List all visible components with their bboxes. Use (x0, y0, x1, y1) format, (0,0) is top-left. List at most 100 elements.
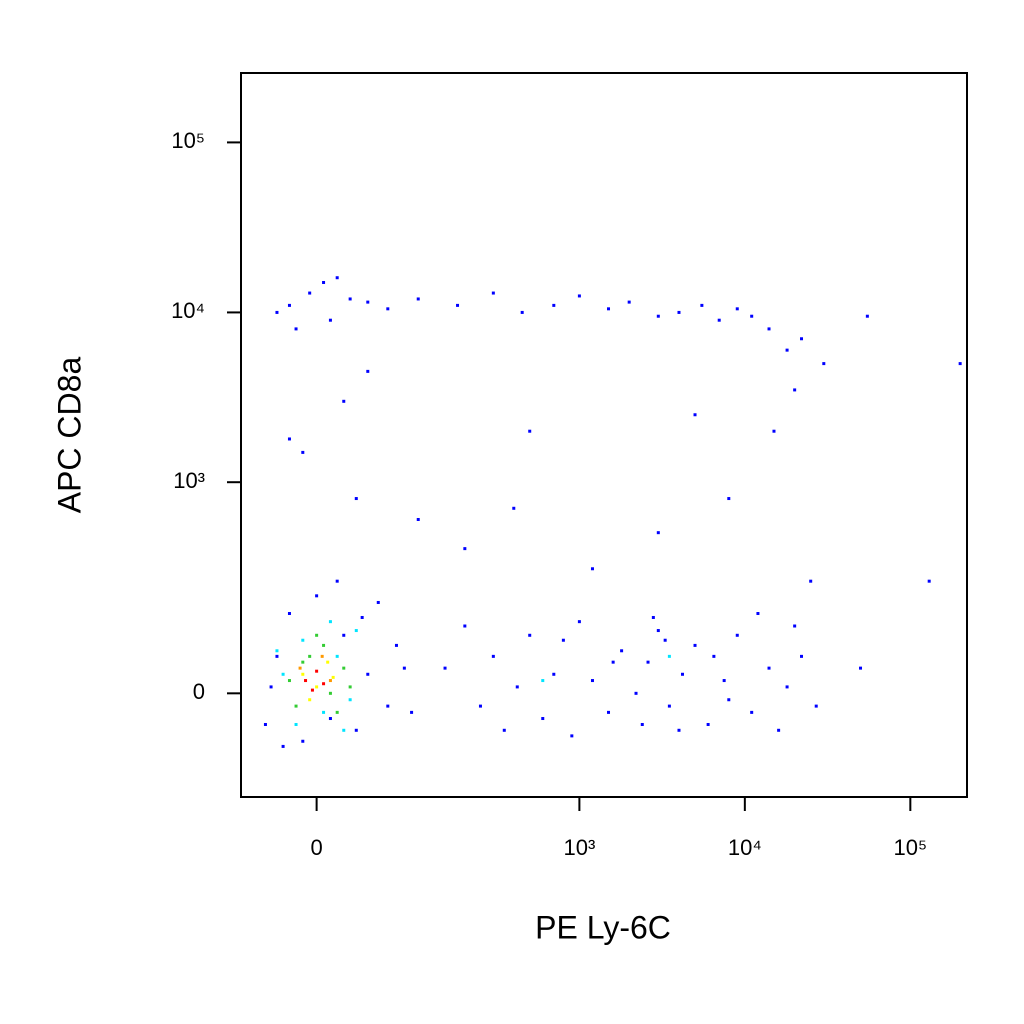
point (646, 660, 650, 664)
point (767, 327, 771, 331)
point (927, 579, 931, 583)
point (512, 506, 516, 510)
point (809, 579, 813, 583)
point (814, 704, 818, 708)
point (328, 717, 332, 721)
point (680, 672, 684, 676)
point (328, 620, 332, 624)
point (712, 654, 716, 658)
point (750, 314, 754, 318)
point (677, 728, 681, 732)
point (315, 685, 319, 689)
point (590, 567, 594, 571)
point (722, 679, 726, 683)
point (528, 429, 532, 433)
point (294, 704, 298, 708)
point (342, 399, 346, 403)
point (727, 497, 731, 501)
point (322, 280, 326, 284)
x-tick-label: 0 (310, 835, 322, 860)
point (677, 310, 681, 314)
point (570, 734, 574, 738)
point (607, 710, 611, 714)
point (502, 728, 506, 732)
x-axis-title: PE Ly-6C (535, 909, 671, 945)
point (301, 660, 305, 664)
point (354, 728, 358, 732)
point (656, 314, 660, 318)
point (800, 654, 804, 658)
point (777, 728, 781, 732)
point (693, 643, 697, 647)
point (717, 318, 721, 322)
point (491, 654, 495, 658)
point (607, 307, 611, 311)
point (376, 600, 380, 604)
point (656, 629, 660, 633)
point (640, 722, 644, 726)
point (342, 666, 346, 670)
point (360, 615, 364, 619)
point (386, 307, 390, 311)
point (304, 679, 308, 683)
point (301, 672, 305, 676)
point (310, 688, 314, 692)
point (328, 691, 332, 695)
point (342, 728, 346, 732)
point (366, 300, 370, 304)
point (298, 666, 302, 670)
point (577, 620, 581, 624)
point (301, 638, 305, 642)
point (322, 643, 326, 647)
point (269, 685, 273, 689)
point (528, 633, 532, 637)
point (767, 666, 771, 670)
point (263, 722, 267, 726)
point (394, 643, 398, 647)
x-tick-label: 10³ (563, 835, 595, 860)
x-tick-label: 10⁴ (728, 835, 762, 860)
point (793, 624, 797, 628)
y-tick-label: 10⁵ (171, 128, 205, 153)
point (354, 497, 358, 501)
point (456, 303, 460, 307)
point (322, 710, 326, 714)
point (667, 704, 671, 708)
point (275, 654, 279, 658)
point (348, 297, 352, 301)
point (865, 314, 869, 318)
point (335, 579, 339, 583)
point (541, 679, 545, 683)
point (561, 638, 565, 642)
point (315, 633, 319, 637)
point (785, 685, 789, 689)
point (520, 310, 524, 314)
point (958, 362, 962, 366)
point (366, 672, 370, 676)
point (700, 303, 704, 307)
point (552, 303, 556, 307)
point (308, 291, 312, 295)
point (331, 675, 335, 679)
point (281, 744, 285, 748)
y-axis-title: APC CD8a (51, 357, 87, 514)
point (287, 437, 291, 441)
point (706, 722, 710, 726)
point (386, 704, 390, 708)
point (294, 722, 298, 726)
point (287, 612, 291, 616)
y-tick-label: 10³ (173, 468, 205, 493)
y-tick-label: 0 (193, 679, 205, 704)
point (315, 594, 319, 598)
point (735, 633, 739, 637)
point (822, 362, 826, 366)
point (793, 388, 797, 392)
point (611, 660, 615, 664)
point (541, 717, 545, 721)
point (275, 310, 279, 314)
point (663, 638, 667, 642)
point (348, 685, 352, 689)
point (402, 666, 406, 670)
point (326, 660, 330, 664)
point (301, 450, 305, 454)
